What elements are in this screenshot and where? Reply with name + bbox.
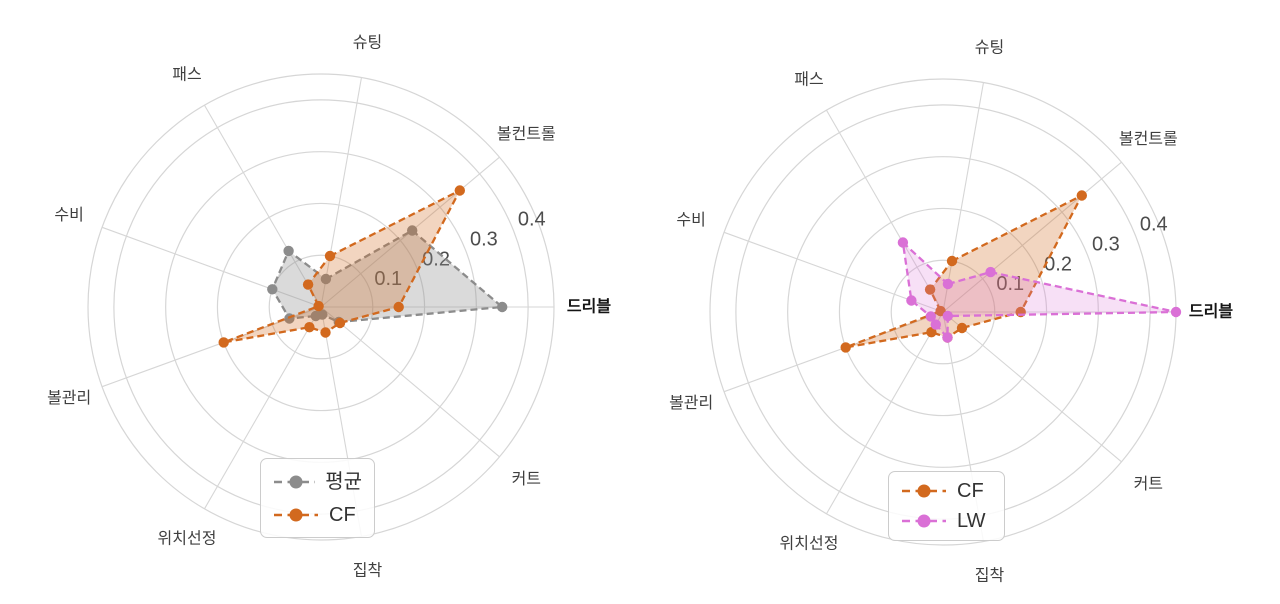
- legend-item-CF: CF: [273, 501, 362, 529]
- legend-dot: [289, 475, 303, 488]
- radar-spoke: [320, 306, 500, 458]
- data-point-LW: [930, 319, 941, 330]
- category-label: 위치선정: [158, 530, 217, 548]
- data-point-CF: [393, 301, 404, 313]
- data-point-평균: [310, 310, 321, 322]
- data-point-평균: [283, 245, 294, 257]
- category-label: 패스: [794, 70, 823, 88]
- data-point-LW: [906, 295, 917, 306]
- data-point-CF: [304, 322, 315, 333]
- data-point-LW: [925, 311, 936, 322]
- data-point-CF: [302, 279, 314, 290]
- data-point-평균: [407, 225, 418, 236]
- data-point-CF: [924, 284, 936, 295]
- category-label: 커트: [512, 470, 541, 488]
- legend-right: CF LW: [888, 471, 1005, 541]
- radar-spoke: [101, 226, 322, 308]
- legend-label: CF: [329, 503, 356, 526]
- data-point-LW: [942, 310, 953, 322]
- legend-item-LW: LW: [901, 509, 992, 535]
- data-point-CF: [454, 185, 465, 196]
- category-label: 위치선정: [780, 535, 839, 553]
- radial-tick-label: 0.3: [1092, 234, 1120, 256]
- category-label: 패스: [172, 65, 201, 83]
- radar-spoke: [942, 161, 1122, 313]
- category-label: 수비: [54, 206, 83, 224]
- data-point-LW: [897, 237, 909, 248]
- radial-tick-label: 0.2: [1044, 253, 1072, 275]
- radial-tick-label: 0.4: [1140, 214, 1168, 236]
- category-label: 드리블: [1189, 303, 1233, 321]
- data-point-평균: [320, 273, 332, 285]
- data-point-평균: [267, 284, 278, 295]
- series-polygon-CF: [844, 194, 1083, 349]
- radial-tick-label: 0.4: [518, 209, 546, 231]
- series-polygon-CF: [222, 189, 461, 344]
- category-label: 집착: [353, 561, 383, 579]
- category-label: 볼관리: [669, 394, 713, 412]
- data-point-LW: [1170, 306, 1182, 318]
- radial-tick-label: 0.2: [422, 248, 450, 270]
- data-point-CF: [334, 317, 346, 329]
- data-point-CF: [926, 327, 937, 338]
- data-point-CF: [1076, 190, 1087, 201]
- category-label: 볼컨트롤: [1119, 130, 1178, 148]
- data-point-CF: [324, 250, 336, 262]
- category-label: 집착: [975, 566, 1005, 584]
- radar-spoke: [942, 311, 1122, 463]
- radar-spoke: [826, 311, 944, 515]
- data-point-LW: [985, 266, 996, 278]
- data-point-평균: [497, 301, 508, 313]
- legend-dot: [917, 514, 931, 528]
- legend-dot: [917, 484, 931, 498]
- data-point-CF: [313, 300, 324, 312]
- category-label: 수비: [676, 211, 705, 229]
- radial-tick-label: 0.1: [374, 268, 402, 290]
- data-point-CF: [840, 342, 851, 353]
- radar-spoke: [723, 231, 944, 313]
- legend-marker-CF: [274, 508, 318, 521]
- data-point-LW: [942, 278, 954, 290]
- data-point-CF: [946, 255, 958, 267]
- data-point-LW: [942, 332, 953, 343]
- series-polygon-LW: [901, 241, 1178, 339]
- category-label: 커트: [1134, 475, 1163, 493]
- legend-dot: [289, 508, 303, 521]
- legend-marker-평균: [274, 475, 316, 488]
- radar-spoke: [942, 82, 985, 313]
- legend-item-CF: CF: [901, 478, 992, 504]
- legend-left: 평균 CF: [260, 458, 375, 538]
- radar-spoke: [320, 77, 363, 308]
- category-label: 슈팅: [353, 34, 382, 52]
- legend-label: LW: [957, 510, 986, 533]
- legend-item-평균: 평균: [273, 468, 362, 496]
- legend-marker-LW: [902, 514, 946, 528]
- category-label: 볼컨트롤: [497, 125, 556, 143]
- radar-spoke: [826, 109, 944, 313]
- radial-tick-label: 0.3: [470, 229, 498, 251]
- data-point-CF: [320, 327, 331, 338]
- category-label: 볼관리: [47, 389, 91, 407]
- radar-spoke: [204, 306, 322, 510]
- legend-label: 평균: [325, 470, 362, 493]
- radar-spoke: [204, 104, 322, 308]
- data-point-CF: [956, 322, 968, 334]
- category-label: 슈팅: [975, 39, 1004, 57]
- legend-marker-CF: [902, 484, 946, 498]
- legend-label: CF: [957, 479, 984, 502]
- data-point-CF: [218, 337, 229, 348]
- category-label: 드리블: [567, 298, 611, 316]
